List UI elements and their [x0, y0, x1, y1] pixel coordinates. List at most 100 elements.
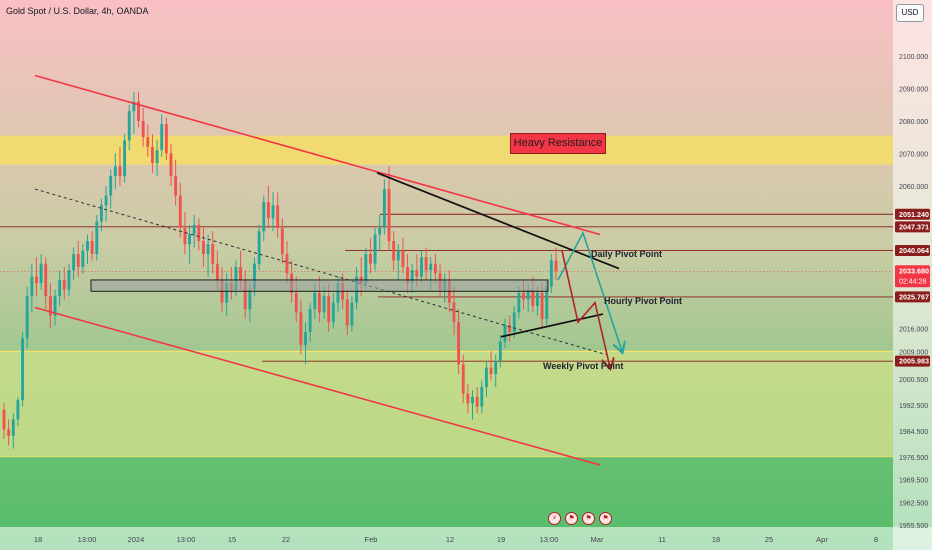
- candle-body: [369, 253, 372, 264]
- candle-body: [86, 241, 89, 251]
- candle-body: [67, 270, 71, 290]
- candle-body: [146, 137, 150, 147]
- lightning-icon[interactable]: ⚡: [548, 512, 561, 525]
- candle-body: [225, 283, 229, 303]
- y-axis-tick-label: 2100.000: [899, 54, 928, 61]
- candle-body: [420, 257, 423, 277]
- event-icons: ⚡ ⚑ ⚑ ⚑: [548, 512, 612, 525]
- y-axis-tick-label: 1969.500: [899, 478, 928, 485]
- y-axis-tick-label: 1962.500: [899, 500, 928, 507]
- candle-body: [308, 309, 312, 332]
- candle-body: [396, 250, 400, 261]
- candle-body: [178, 195, 182, 229]
- candle-body: [248, 289, 252, 310]
- candle-body: [25, 296, 29, 339]
- candle-body: [461, 364, 465, 394]
- price-tag-label: 2025.767: [899, 292, 929, 301]
- candle-body: [489, 367, 493, 375]
- candle-body: [480, 387, 484, 407]
- candle-body: [39, 263, 43, 284]
- x-axis-tick-label: Apr: [816, 535, 828, 544]
- event-flag-icon[interactable]: ⚑: [565, 512, 578, 525]
- candle-body: [457, 322, 461, 365]
- candle-body: [99, 205, 103, 222]
- candle-body: [549, 260, 553, 287]
- candle-body: [433, 263, 437, 274]
- candle-body: [16, 400, 20, 420]
- candle-body: [197, 224, 201, 242]
- candle-body: [424, 257, 428, 271]
- price-tag: [895, 291, 930, 303]
- candle-body: [215, 263, 219, 280]
- x-axis-tick-label: 15: [228, 535, 236, 544]
- candle-body: [44, 263, 48, 297]
- currency-button[interactable]: USD: [896, 4, 924, 22]
- x-axis-tick-label: 25: [765, 535, 773, 544]
- candle-body: [155, 150, 159, 164]
- candle-body: [62, 279, 66, 290]
- y-axis-tick-label: 2070.000: [899, 151, 928, 158]
- candle-body: [373, 234, 377, 264]
- x-axis-tick-label: Feb: [365, 535, 378, 544]
- y-axis-tick-label: 2016.000: [899, 327, 928, 334]
- candle-body: [415, 270, 419, 277]
- candle-body: [331, 302, 335, 323]
- price-tag: [895, 221, 930, 233]
- candle-body: [188, 234, 191, 245]
- candle-body: [7, 429, 11, 436]
- candle-body: [526, 289, 530, 300]
- channel-upper-line: [34, 74, 601, 236]
- candle-body: [81, 250, 85, 267]
- candle-body: [160, 124, 164, 151]
- candle-body: [364, 253, 368, 284]
- candle-body: [299, 312, 303, 345]
- price-tag-label: 2040.064: [899, 246, 929, 255]
- candle-body: [53, 296, 57, 316]
- y-axis-tick-label: 2080.000: [899, 119, 928, 126]
- candle-body: [401, 250, 405, 267]
- support-zone: [0, 351, 893, 457]
- candle-body: [410, 270, 414, 284]
- candle-body: [545, 286, 549, 319]
- y-axis-tick-label: 1984.500: [899, 429, 928, 436]
- candle-body: [262, 202, 266, 232]
- candle-body: [452, 302, 456, 323]
- candle-body: [327, 296, 331, 323]
- candle-body: [522, 292, 525, 300]
- price-tag-label: 2047.371: [899, 222, 929, 231]
- price-tag-label: 2005.983: [899, 357, 929, 366]
- candle-body: [484, 367, 488, 388]
- candle-body: [508, 325, 512, 332]
- price-tag: [895, 208, 930, 220]
- candle-body: [253, 263, 256, 290]
- x-axis-tick-label: 22: [282, 535, 290, 544]
- candle-body: [109, 176, 113, 196]
- candle-body: [554, 260, 558, 272]
- candle-body: [406, 266, 410, 284]
- event-flag-icon[interactable]: ⚑: [599, 512, 612, 525]
- price-tag: [895, 245, 930, 257]
- candle-body: [498, 341, 502, 362]
- candle-body: [285, 253, 289, 274]
- candle-body: [211, 244, 215, 264]
- time-axis-background: [0, 527, 932, 550]
- candle-body: [387, 189, 391, 242]
- candle-body: [2, 409, 6, 430]
- event-flag-icon[interactable]: ⚑: [582, 512, 595, 525]
- x-axis-tick-label: 13:00: [177, 535, 196, 544]
- candle-body: [294, 292, 298, 313]
- candle-body: [243, 279, 247, 310]
- candle-body: [21, 338, 24, 401]
- candle-body: [141, 120, 145, 138]
- candle-body: [164, 124, 168, 154]
- y-axis-tick-label: 1976.500: [899, 455, 928, 462]
- resistance-zone: [0, 135, 893, 165]
- x-axis-tick-label: 2024: [128, 535, 145, 544]
- candle-body: [540, 292, 544, 319]
- candle-body: [280, 228, 284, 254]
- candle-body: [123, 140, 127, 177]
- candle-body: [494, 361, 498, 375]
- chart-title: Gold Spot / U.S. Dollar, 4h, OANDA: [6, 6, 149, 16]
- y-axis-tick-label: 2009.000: [899, 349, 928, 356]
